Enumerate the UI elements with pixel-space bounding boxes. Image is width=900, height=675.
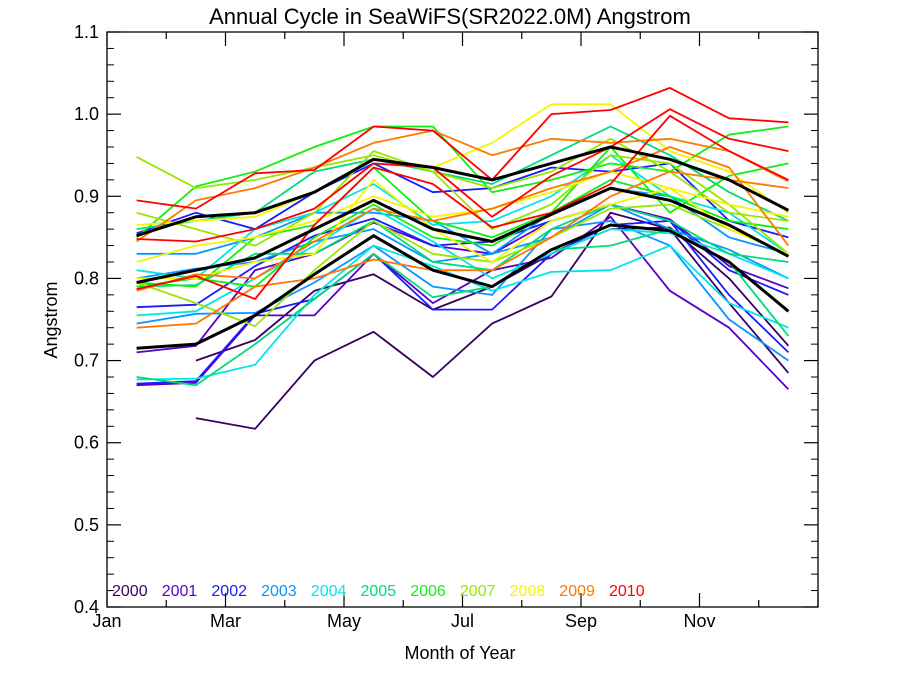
- series-line: [136, 179, 789, 288]
- series-line: [136, 146, 790, 292]
- series-line: [136, 203, 789, 327]
- plot-area: [106, 31, 819, 608]
- series-line: [136, 108, 789, 243]
- y-axis-label: Angstrom: [41, 281, 61, 358]
- y-tick-label: 0.8: [74, 268, 99, 288]
- legend-item: 2009: [559, 583, 595, 600]
- legend-item: 2008: [510, 583, 546, 600]
- series-line: [136, 170, 789, 329]
- series-line: [136, 179, 789, 280]
- series-line: [136, 220, 789, 362]
- series-line: [136, 170, 789, 263]
- y-tick-label: 0.5: [74, 515, 99, 535]
- x-tick-label: Mar: [210, 611, 241, 631]
- x-tick-label: Jul: [451, 611, 474, 631]
- legend-item: 2006: [410, 583, 446, 600]
- y-tick-label: 1.0: [74, 104, 99, 124]
- series-line: [136, 215, 790, 390]
- series-line: [136, 154, 789, 280]
- series-line: [136, 146, 789, 288]
- series-2010: [136, 87, 789, 300]
- legend-item: 2002: [211, 583, 247, 600]
- y-tick-label: 0.4: [74, 597, 99, 617]
- x-tick-label: May: [327, 611, 361, 631]
- x-tick-label: Sep: [565, 611, 597, 631]
- series-line: [136, 223, 790, 350]
- series-2009: [136, 129, 790, 329]
- y-tick-label: 0.7: [74, 351, 99, 371]
- series-line: [136, 228, 790, 387]
- series-line: [136, 87, 789, 210]
- series-mean: [136, 145, 790, 350]
- series-line: [136, 125, 789, 239]
- series-line: [136, 150, 789, 255]
- series-2006: [136, 125, 789, 288]
- series-line: [136, 114, 789, 300]
- x-axis-label: Month of Year: [404, 643, 515, 663]
- y-tick-label: 0.6: [74, 433, 99, 453]
- legend-item: 2001: [162, 583, 198, 600]
- series-line: [136, 129, 789, 243]
- chart-title: Annual Cycle in SeaWiFS(SR2022.0M) Angst…: [209, 4, 691, 29]
- x-tick-label: Nov: [683, 611, 715, 631]
- legend: 2000 2001 2002 2003 2004 2005 2006 2007 2008 2009…: [112, 583, 645, 600]
- legend-item: 2007: [460, 583, 496, 600]
- series-line: [136, 137, 789, 222]
- plot-frame: [106, 31, 819, 608]
- legend-item: 2003: [261, 583, 297, 600]
- legend-item: 2004: [311, 583, 347, 600]
- series-2007: [136, 137, 789, 327]
- y-tick-label: 1.1: [74, 22, 99, 42]
- series-lines: [136, 87, 790, 430]
- y-tick-label: 0.9: [74, 186, 99, 206]
- series-line: [136, 186, 790, 284]
- series-line: [195, 211, 790, 430]
- legend-item: 2010: [609, 583, 645, 600]
- axis-ticks: 0.4 0.5 0.6 0.7 0.8 0.9 1.0 1.1 Jan Mar May Jul Sep N…: [74, 22, 819, 631]
- series-line: [136, 145, 790, 238]
- series-line: [136, 103, 789, 226]
- legend-item: 2000: [112, 583, 148, 600]
- legend-item: 2005: [361, 583, 397, 600]
- series-line: [136, 203, 789, 309]
- x-tick-label: Jan: [92, 611, 121, 631]
